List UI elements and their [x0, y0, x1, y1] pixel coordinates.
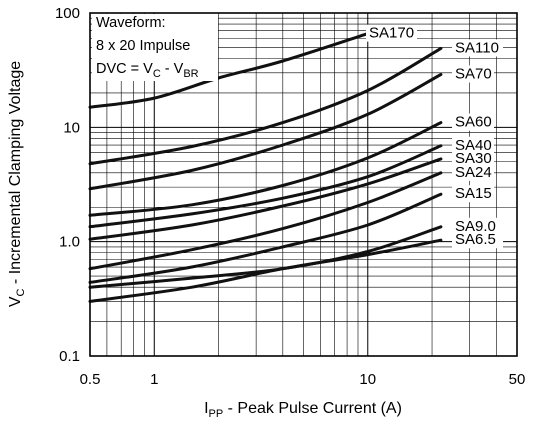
y-axis-label-main: V — [7, 296, 24, 307]
curve-sa170 — [88, 32, 370, 109]
series-label-sa60: SA60 — [455, 114, 492, 131]
curve-sa40 — [88, 144, 443, 229]
series-label-background — [452, 185, 494, 203]
annotation-line-3-sub1: C — [153, 68, 161, 80]
annotation-box: Waveform: 8 x 20 Impulse DVC = VC - VBR — [92, 14, 218, 81]
y-tick-label: 100 — [55, 5, 80, 22]
series-label-sa110: SA110 — [455, 39, 499, 56]
curve-sa30 — [88, 157, 443, 241]
annotation-line-3: DVC = VC - VBR — [96, 61, 199, 80]
series-label-sa70: SA70 — [455, 65, 492, 82]
x-axis-label-rest: - Peak Pulse Current (A) — [223, 400, 402, 417]
plot-frame — [89, 12, 518, 357]
curve-sa70 — [88, 73, 443, 191]
series-label-sa170: SA170 — [369, 25, 414, 42]
curve-sa24 — [88, 171, 443, 271]
annotation-line-2: 8 x 20 Impulse — [96, 38, 190, 54]
y-tick-label: 10 — [63, 119, 80, 136]
y-tick-label: 0.1 — [59, 348, 80, 365]
series-label-sa15: SA15 — [455, 185, 492, 202]
y-axis-label-rest: - Incremental Clamping Voltage — [7, 61, 24, 289]
tick-labels: 0.5 1 10 50 0.1 1.0 10 100 — [55, 5, 525, 388]
annotation-line-3-pre: DVC = V — [96, 61, 153, 77]
curve-sa110 — [88, 46, 443, 166]
series-label-background — [452, 136, 494, 154]
y-axis-label-sub: C — [15, 288, 27, 296]
series-label-background — [452, 163, 494, 181]
curves — [88, 32, 443, 303]
annotation-background — [92, 14, 218, 81]
y-axis-label: VC - Incremental Clamping Voltage — [7, 61, 27, 307]
series-label-background — [452, 149, 494, 167]
x-axis-label-sub: PP — [209, 408, 224, 420]
series-label-sa6-5: SA6.5 — [455, 231, 496, 248]
y-tick-label: 1.0 — [59, 234, 80, 251]
curve-sa60 — [88, 121, 443, 217]
series-label-background — [452, 217, 503, 235]
x-tick-label: 50 — [509, 371, 526, 388]
x-tick-label: 1 — [150, 371, 158, 388]
curve-sa6-5 — [88, 238, 443, 303]
curve-sa15 — [88, 192, 443, 284]
x-axis-label-main: I — [204, 400, 208, 417]
series-label-background — [452, 65, 494, 83]
series-label-background — [452, 39, 503, 57]
curve-sa9-0 — [88, 225, 443, 289]
x-tick-label: 0.5 — [80, 371, 101, 388]
series-label-background — [366, 24, 417, 42]
annotation-line-3-sub2: BR — [183, 68, 198, 80]
series-label-sa9-0: SA9.0 — [455, 218, 496, 235]
series-label-background — [452, 113, 494, 131]
x-tick-label: 10 — [359, 371, 376, 388]
annotation-line-3-mid: - V — [161, 61, 184, 77]
annotation-line-1: Waveform: — [96, 15, 166, 31]
series-label-background — [452, 231, 503, 249]
series-label-sa40: SA40 — [455, 137, 492, 154]
x-axis-label: IPP - Peak Pulse Current (A) — [204, 400, 402, 420]
series-label-sa24: SA24 — [455, 164, 492, 181]
series-label-sa30: SA30 — [455, 150, 492, 167]
